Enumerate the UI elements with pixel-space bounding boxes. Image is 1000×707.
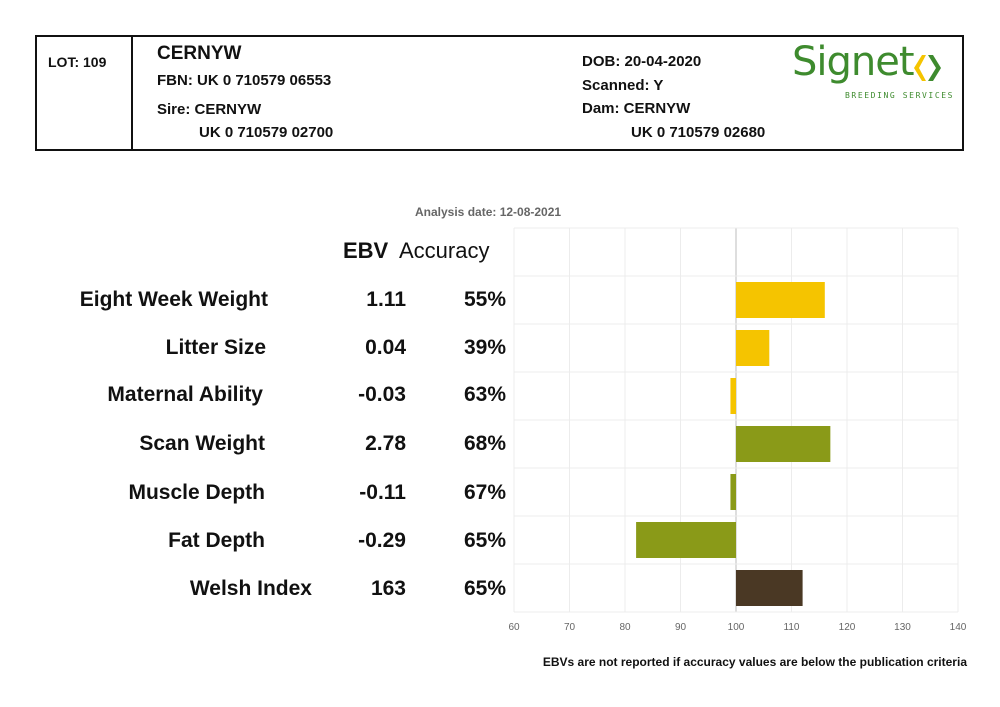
scanned: Scanned: Y xyxy=(582,77,664,94)
x-tick-label: 90 xyxy=(675,622,687,633)
trait-name: Maternal Ability xyxy=(107,383,263,406)
trait-name: Eight Week Weight xyxy=(79,288,268,311)
lot-cell: LOT: 109 xyxy=(37,37,133,149)
bar-scan-weight xyxy=(736,426,831,462)
ebv-column-header: EBV xyxy=(343,238,389,263)
trait-accuracy: 39% xyxy=(463,336,506,359)
trait-ebv: -0.29 xyxy=(358,529,406,552)
logo-subtitle: BREEDING SERVICES xyxy=(845,91,955,100)
trait-accuracy: 68% xyxy=(463,432,506,455)
trait-name: Scan Weight xyxy=(139,432,265,455)
sire-id: UK 0 710579 02700 xyxy=(199,124,334,141)
trait-name: Fat Depth xyxy=(168,529,265,552)
trait-name: Muscle Depth xyxy=(128,481,265,504)
logo-wordmark: Signet xyxy=(792,39,915,85)
publication-footnote: EBVs are not reported if accuracy values… xyxy=(542,655,967,669)
x-tick-label: 130 xyxy=(894,622,911,633)
trait-accuracy: 65% xyxy=(463,577,506,600)
trait-accuracy: 67% xyxy=(463,481,506,504)
signet-logo: Signet BREEDING SERVICES xyxy=(792,39,952,101)
x-tick-label: 70 xyxy=(564,622,576,633)
trait-ebv: 0.04 xyxy=(365,336,406,359)
fbn: FBN: UK 0 710579 06553 xyxy=(157,72,332,89)
trait-ebv: -0.11 xyxy=(359,481,406,504)
x-tick-label: 140 xyxy=(950,622,967,633)
dam-id: UK 0 710579 02680 xyxy=(631,124,766,141)
trait-name: Welsh Index xyxy=(189,577,312,600)
x-tick-label: 60 xyxy=(508,622,520,633)
animal-header: LOT: 109 CERNYW FBN: UK 0 710579 06553 S… xyxy=(35,35,964,151)
dam-label: Dam: CERNYW xyxy=(582,100,691,117)
dob: DOB: 20-04-2020 xyxy=(582,53,702,70)
sire-label: Sire: CERNYW xyxy=(157,101,262,118)
bar-muscle-depth xyxy=(730,474,736,510)
x-tick-label: 110 xyxy=(784,622,800,633)
x-tick-label: 100 xyxy=(728,622,745,633)
trait-ebv: 1.11 xyxy=(366,288,406,311)
trait-accuracy: 63% xyxy=(463,383,506,406)
x-tick-label: 120 xyxy=(839,622,856,633)
bar-fat-depth xyxy=(636,522,736,558)
bar-litter-size xyxy=(736,330,770,366)
trait-accuracy: 55% xyxy=(463,288,506,311)
trait-ebv: 163 xyxy=(370,577,406,600)
trait-accuracy: 65% xyxy=(463,529,506,552)
lot-number: LOT: 109 xyxy=(48,54,107,70)
x-tick-label: 80 xyxy=(619,622,631,633)
analysis-date: Analysis date: 12-08-2021 xyxy=(415,205,562,219)
accuracy-column-header: Accuracy xyxy=(399,238,490,263)
trait-name: Litter Size xyxy=(165,336,266,359)
bar-maternal-ability xyxy=(730,378,736,414)
trait-ebv: -0.03 xyxy=(358,383,406,406)
bar-eight-week-weight xyxy=(736,282,825,318)
bar-welsh-index xyxy=(736,570,803,606)
animal-name: CERNYW xyxy=(157,43,242,64)
logo-chevrons-icon xyxy=(914,55,941,81)
trait-ebv: 2.78 xyxy=(365,432,406,455)
